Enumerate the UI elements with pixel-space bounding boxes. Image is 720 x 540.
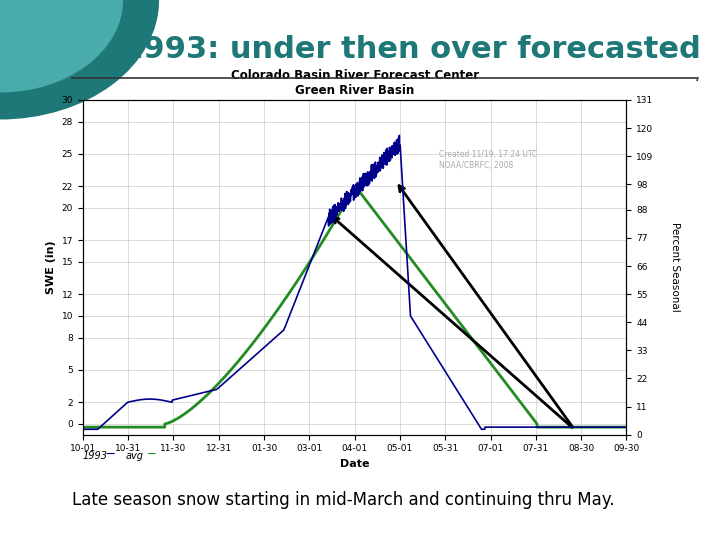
- Text: .: .: [695, 70, 699, 84]
- Text: 1993: 1993: [83, 451, 108, 461]
- Text: ─: ─: [107, 448, 114, 461]
- Y-axis label: SWE (in): SWE (in): [46, 240, 56, 294]
- Wedge shape: [0, 0, 122, 92]
- Text: 1993: under then over forecasted: 1993: under then over forecasted: [122, 35, 701, 64]
- Wedge shape: [0, 0, 158, 119]
- X-axis label: Date: Date: [340, 459, 369, 469]
- Y-axis label: Percent Seasonal: Percent Seasonal: [670, 222, 680, 312]
- Text: Created 11/19, 17:24 UTC
NOAA/CBRFC, 2008: Created 11/19, 17:24 UTC NOAA/CBRFC, 200…: [439, 150, 537, 170]
- Text: avg: avg: [126, 451, 144, 461]
- Text: ─: ─: [148, 448, 155, 461]
- Title: Colorado Basin River Forecast Center
Green River Basin: Colorado Basin River Forecast Center Gre…: [230, 69, 479, 97]
- Text: Late season snow starting in mid-March and continuing thru May.: Late season snow starting in mid-March a…: [72, 491, 614, 509]
